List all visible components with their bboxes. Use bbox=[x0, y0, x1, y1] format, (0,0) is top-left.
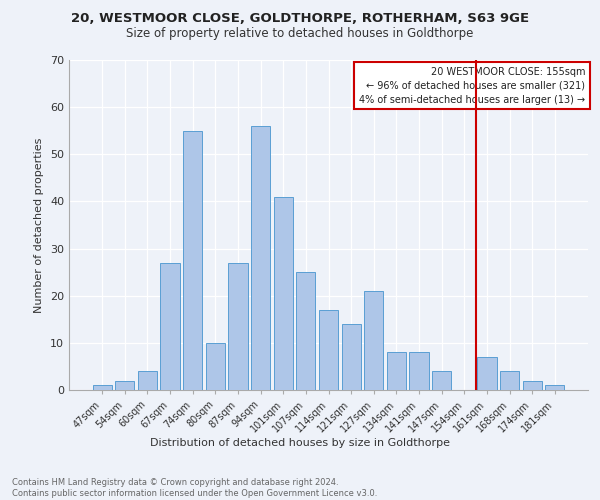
Text: 20 WESTMOOR CLOSE: 155sqm
← 96% of detached houses are smaller (321)
4% of semi-: 20 WESTMOOR CLOSE: 155sqm ← 96% of detac… bbox=[359, 66, 586, 104]
Bar bbox=[319, 310, 338, 390]
Text: Size of property relative to detached houses in Goldthorpe: Size of property relative to detached ho… bbox=[127, 28, 473, 40]
Bar bbox=[387, 352, 406, 390]
Bar bbox=[341, 324, 361, 390]
Bar bbox=[251, 126, 270, 390]
Bar bbox=[274, 196, 293, 390]
Text: Contains HM Land Registry data © Crown copyright and database right 2024.
Contai: Contains HM Land Registry data © Crown c… bbox=[12, 478, 377, 498]
Bar bbox=[545, 386, 565, 390]
Bar bbox=[296, 272, 316, 390]
Y-axis label: Number of detached properties: Number of detached properties bbox=[34, 138, 44, 312]
Bar bbox=[138, 371, 157, 390]
Bar bbox=[364, 291, 383, 390]
Bar bbox=[183, 130, 202, 390]
Bar bbox=[523, 380, 542, 390]
Bar bbox=[115, 380, 134, 390]
Bar bbox=[206, 343, 225, 390]
Bar bbox=[92, 386, 112, 390]
Bar bbox=[500, 371, 519, 390]
Text: Distribution of detached houses by size in Goldthorpe: Distribution of detached houses by size … bbox=[150, 438, 450, 448]
Bar bbox=[477, 357, 497, 390]
Bar bbox=[229, 262, 248, 390]
Bar bbox=[160, 262, 180, 390]
Bar bbox=[409, 352, 428, 390]
Text: 20, WESTMOOR CLOSE, GOLDTHORPE, ROTHERHAM, S63 9GE: 20, WESTMOOR CLOSE, GOLDTHORPE, ROTHERHA… bbox=[71, 12, 529, 26]
Bar bbox=[432, 371, 451, 390]
